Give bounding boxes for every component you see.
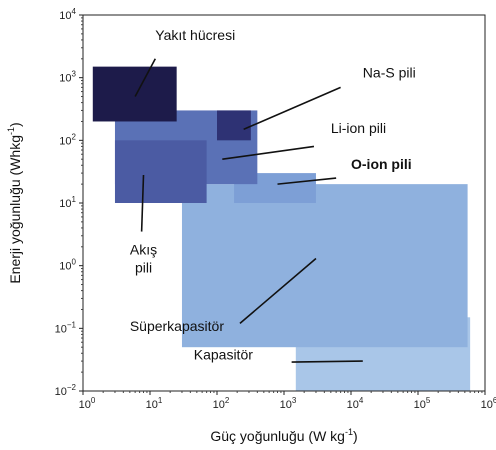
x-axis-title: Güç yoğunluğu (W kg-1) [210, 427, 357, 444]
y-tick-label: 104 [59, 7, 76, 22]
y-tick-label: 10−1 [55, 320, 77, 335]
region-yakit [92, 66, 177, 122]
pointer-yakit [134, 58, 157, 97]
x-tick-label: 104 [347, 396, 364, 411]
label-akis: Akış pili [130, 242, 157, 276]
label-superkapasitor: Süperkapasitör [130, 318, 225, 334]
y-tick-label: 101 [59, 195, 76, 210]
y-tick-label: 100 [59, 258, 76, 273]
pointers-layer [134, 58, 363, 363]
y-tick-label: 102 [59, 132, 76, 147]
y-tick-label: 103 [59, 70, 76, 85]
label-na-s: Na-S pili [363, 65, 416, 81]
labels-layer: Yakıt hücresi Na-S pili Li-ion pili O-ion p… [130, 27, 416, 362]
pointer-li-ion [222, 145, 315, 160]
region-akis [114, 140, 207, 203]
x-tick-label: 106 [481, 396, 496, 411]
x-tick-label: 103 [280, 396, 297, 411]
ticks-layer: 100 101 102 103 104 105 106 10−2 10−1 100 101 102 10… [55, 7, 496, 411]
region-superkapasitor [181, 184, 468, 348]
x-tick-label: 102 [213, 396, 230, 411]
pointer-superkapasitor [239, 257, 317, 324]
regions-layer [92, 66, 471, 391]
label-li-ion: Li-ion pili [331, 120, 386, 136]
y-axis-title: Enerji yoğunluğu (Whkg-1) [6, 122, 23, 283]
pointer-kapasitor [291, 360, 363, 363]
x-tick-label: 105 [414, 396, 431, 411]
label-kapasitor: Kapasitör [194, 346, 253, 362]
pointer-akis [140, 174, 145, 232]
label-o-ion: O-ion pili [351, 156, 412, 172]
x-tick-label: 101 [146, 396, 163, 411]
label-yakit: Yakıt hücresi [155, 27, 235, 43]
pointer-na-s [243, 86, 341, 131]
x-tick-label: 100 [79, 396, 96, 411]
pointer-o-ion [277, 177, 337, 185]
y-tick-label: 10−2 [55, 383, 77, 398]
region-na-s [217, 110, 251, 141]
